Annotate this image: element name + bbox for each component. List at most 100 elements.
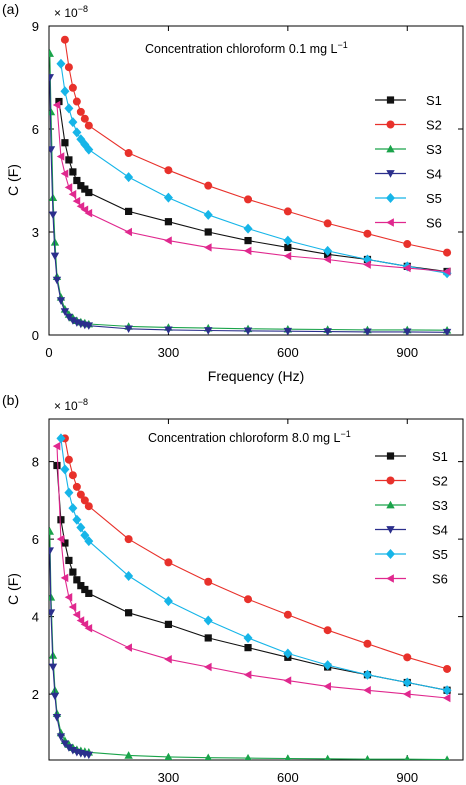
data-point-s2	[80, 496, 89, 505]
data-point-s6	[164, 655, 172, 664]
data-point-s6	[56, 152, 65, 161]
data-point-s3	[244, 753, 252, 760]
data-point-s3	[49, 527, 54, 535]
data-point-s3	[284, 754, 292, 760]
data-point-s4	[49, 74, 54, 82]
annotation-text: Concentration chloroform 0.1 mg L	[145, 42, 338, 56]
data-point-s5	[323, 245, 333, 256]
panel-label: (b)	[2, 392, 19, 408]
data-point-s2	[443, 664, 452, 673]
legend-item-s1: S1	[375, 449, 448, 464]
data-point-s6	[68, 602, 77, 612]
y-axis-label: C (F)	[5, 164, 21, 196]
legend-marker	[386, 170, 395, 178]
data-point-s1	[61, 139, 69, 147]
data-point-s6	[64, 593, 73, 602]
data-point-s4	[60, 740, 70, 748]
data-point-s6	[363, 686, 371, 695]
data-point-s4	[52, 714, 62, 722]
data-point-s3	[124, 751, 133, 759]
legend-marker	[386, 526, 395, 534]
legend-label: S2	[426, 118, 442, 133]
legend-label: S5	[432, 547, 448, 562]
data-point-s2	[204, 577, 213, 586]
data-point-s1	[61, 539, 69, 547]
legend-item-s2: S2	[375, 474, 448, 489]
legend-marker	[386, 96, 395, 104]
data-point-s6	[403, 263, 411, 273]
series-line-s6	[56, 104, 448, 273]
series-line-s4	[49, 77, 448, 333]
data-point-s6	[243, 246, 252, 256]
data-point-s4	[283, 327, 293, 335]
data-point-s5	[56, 433, 66, 444]
legend-marker	[386, 218, 394, 227]
legend-label: S4	[432, 523, 448, 538]
data-point-s1	[73, 576, 81, 584]
series-line-s6	[56, 446, 448, 699]
data-point-s5	[84, 536, 94, 547]
data-point-s6	[84, 624, 93, 633]
data-point-s2	[443, 248, 452, 257]
data-point-s1	[244, 236, 252, 245]
data-point-s1	[73, 176, 81, 185]
data-point-s4	[204, 327, 213, 335]
data-point-s5	[124, 172, 134, 183]
data-point-s6	[204, 662, 212, 672]
data-point-s2	[64, 63, 73, 72]
legend-marker	[386, 120, 395, 129]
data-point-s1	[204, 634, 212, 642]
data-point-s1	[53, 461, 61, 470]
concentration-annotation: Concentration chloroform 8.0 mg L−1	[148, 429, 351, 445]
data-point-s6	[52, 100, 61, 110]
legend-marker	[386, 574, 394, 583]
data-point-s6	[403, 689, 411, 699]
data-point-s5	[283, 648, 293, 659]
data-point-s6	[60, 169, 69, 178]
data-point-s5	[243, 632, 253, 643]
data-point-s1	[164, 218, 173, 226]
x-tick-label: 600	[277, 345, 299, 360]
legend-label: S3	[426, 142, 442, 157]
data-point-s2	[84, 121, 93, 130]
data-point-s3	[49, 49, 54, 57]
data-point-s3	[50, 238, 60, 246]
data-point-s1	[69, 568, 77, 576]
series-line-s2	[64, 39, 448, 254]
x-tick-label: 300	[158, 345, 180, 360]
data-point-s3	[444, 755, 450, 760]
data-point-s4	[124, 325, 133, 334]
series-line-s2	[64, 438, 448, 670]
legend-label: S2	[432, 474, 448, 489]
series-s5	[56, 58, 452, 279]
data-point-s4	[49, 663, 58, 672]
series-line-s4	[49, 550, 89, 756]
legend-item-s6: S6	[375, 572, 448, 587]
series-s3	[49, 49, 452, 334]
data-point-s4	[68, 317, 78, 325]
data-point-s5	[76, 522, 86, 533]
data-point-s4	[49, 547, 54, 555]
data-point-s6	[64, 183, 73, 192]
chart-panel-b: (b) × 10−8 Concentration chloroform 8.0 mg…	[2, 392, 464, 785]
data-point-s2	[72, 482, 81, 491]
data-point-s3	[49, 107, 56, 116]
multiplier-base: × 10	[54, 399, 78, 413]
data-point-s6	[124, 643, 132, 652]
x-tick-label: 900	[396, 345, 418, 360]
data-point-s2	[68, 83, 77, 92]
data-point-s5	[60, 86, 70, 97]
annotation-superscript: −1	[337, 40, 347, 50]
legend-label: S1	[432, 449, 448, 464]
legend: S1 S2 S3 S4 S5 S6	[375, 93, 442, 231]
series-s2	[60, 35, 452, 257]
data-point-s2	[323, 626, 332, 635]
data-point-s3	[324, 754, 331, 760]
data-point-s6	[283, 251, 292, 261]
legend-item-s6: S6	[375, 216, 442, 231]
data-point-s6	[442, 693, 451, 703]
legend-item-s4: S4	[375, 523, 448, 538]
series-s2	[60, 434, 452, 673]
data-point-s5	[283, 235, 293, 246]
data-point-s3	[364, 755, 371, 760]
